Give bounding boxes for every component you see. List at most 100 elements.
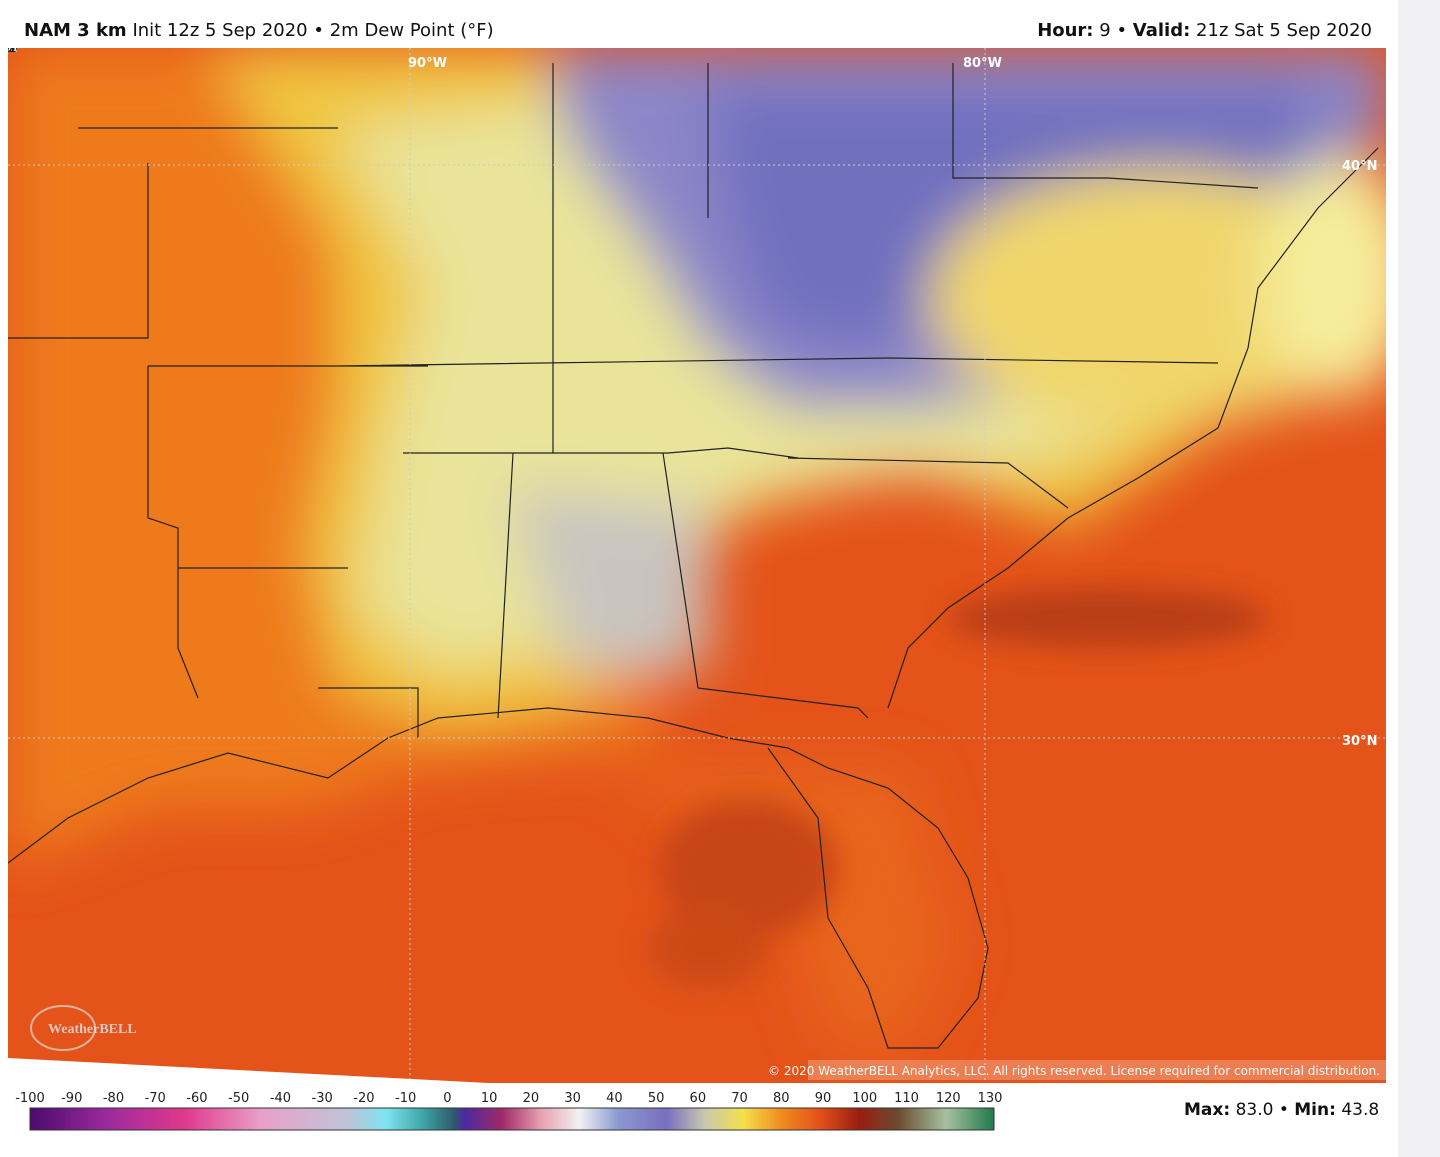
station-value: 65 <box>8 48 13 56</box>
station-value: 62 <box>8 48 11 56</box>
station-value: 53 <box>8 48 11 56</box>
station-value: 75 <box>8 48 10 56</box>
station-value: 70 <box>8 48 18 56</box>
station-value: 69 <box>8 48 17 56</box>
station-value: 69 <box>8 48 15 56</box>
station-value: 73 <box>8 48 13 56</box>
station-value: 73 <box>8 48 15 56</box>
station-value: 71 <box>8 48 9 56</box>
station-value: 59 <box>8 48 13 56</box>
station-value: 64 <box>8 48 17 56</box>
station-value: 49 <box>8 48 12 56</box>
station-value: 55 <box>8 48 9 56</box>
separator: • <box>1116 20 1128 41</box>
station-value: 54 <box>8 48 9 56</box>
station-value: 53 <box>8 48 10 56</box>
station-value: 74 <box>8 48 10 56</box>
station-value: 79 <box>8 48 10 56</box>
station-value: 73 <box>8 48 11 56</box>
station-value: 74 <box>8 48 14 56</box>
station-value: 57 <box>8 48 14 56</box>
station-value: 76 <box>8 48 13 56</box>
station-value: 59 <box>8 48 17 56</box>
station-value: 70 <box>8 48 17 56</box>
min: 43.8 <box>1341 1100 1380 1120</box>
station-value: 60 <box>8 48 9 56</box>
station-value: 73 <box>8 48 14 56</box>
station-value: 55 <box>8 48 14 56</box>
colorbar-tick-label: -20 <box>353 1091 374 1106</box>
station-value: 58 <box>8 48 17 56</box>
station-value: 80 <box>8 48 9 56</box>
station-value: 69 <box>8 48 15 56</box>
station-value: 72 <box>8 48 16 56</box>
hour: 9 <box>1099 20 1111 41</box>
station-value: 54 <box>8 48 12 56</box>
station-value: 73 <box>8 48 17 56</box>
station-value: 53 <box>8 48 13 56</box>
station-value: 72 <box>8 48 15 56</box>
station-value: 54 <box>8 48 11 56</box>
station-value: 55 <box>8 48 10 56</box>
station-value: 73 <box>8 48 12 56</box>
station-value: 79 <box>8 48 10 56</box>
station-value: 52 <box>8 48 10 56</box>
station-value: 53 <box>8 48 10 56</box>
station-value: 70 <box>8 48 16 56</box>
station-value: 58 <box>8 48 10 56</box>
station-value: 75 <box>8 48 15 56</box>
station-value: 63 <box>8 48 15 56</box>
station-value: 51 <box>8 48 9 56</box>
station-value: 77 <box>8 48 17 56</box>
station-value: 70 <box>8 48 12 56</box>
station-value: 53 <box>8 48 12 56</box>
station-value: 72 <box>8 48 17 56</box>
station-value: 72 <box>8 48 12 56</box>
station-value: 64 <box>8 48 13 56</box>
station-value: 59 <box>8 48 11 56</box>
station-value: 63 <box>8 48 11 56</box>
station-value: 71 <box>8 48 11 56</box>
station-value: 70 <box>8 48 16 56</box>
station-value: 51 <box>8 48 11 56</box>
station-value: 76 <box>8 48 10 56</box>
station-value: 59 <box>8 48 9 56</box>
station-value: 51 <box>8 48 9 56</box>
station-value: 76 <box>8 48 9 56</box>
station-value: 50 <box>8 48 11 56</box>
station-value: 60 <box>8 48 12 56</box>
station-value: 64 <box>8 48 10 56</box>
station-value: 75 <box>8 48 12 56</box>
station-value: 56 <box>8 48 15 56</box>
station-value: 55 <box>8 48 17 56</box>
station-value: 70 <box>8 48 10 56</box>
station-value: 57 <box>8 48 12 56</box>
station-value: 71 <box>8 48 17 56</box>
station-value: 70 <box>8 48 15 56</box>
colorbar-tick-label: 0 <box>443 1091 451 1106</box>
station-value: 62 <box>8 48 14 56</box>
station-value: 62 <box>8 48 17 56</box>
station-value: 76 <box>8 48 13 56</box>
station-value: 71 <box>8 48 17 56</box>
station-value: 74 <box>8 48 10 56</box>
station-value: 56 <box>8 48 12 56</box>
station-value: 67 <box>8 48 11 56</box>
lon-label: 90°W <box>408 56 447 71</box>
station-value: 54 <box>8 48 16 56</box>
colorbar-tick-label: -10 <box>395 1091 416 1106</box>
station-value: 72 <box>8 48 11 56</box>
colorbar-tick-label: 90 <box>815 1091 832 1106</box>
colorbar-tick-label: 40 <box>606 1091 623 1106</box>
station-value: 69 <box>8 48 11 56</box>
station-value: 62 <box>8 48 9 56</box>
station-value: 51 <box>8 48 16 56</box>
station-value: 62 <box>8 48 17 56</box>
station-value: 73 <box>8 48 11 56</box>
station-value: 67 <box>8 48 14 56</box>
station-value: 78 <box>8 48 17 56</box>
station-value: 56 <box>8 48 15 56</box>
station-value: 78 <box>8 48 17 56</box>
graticule-labels: 90°W 80°W 40°N 30°N <box>408 56 1377 749</box>
station-value: 73 <box>8 48 17 56</box>
